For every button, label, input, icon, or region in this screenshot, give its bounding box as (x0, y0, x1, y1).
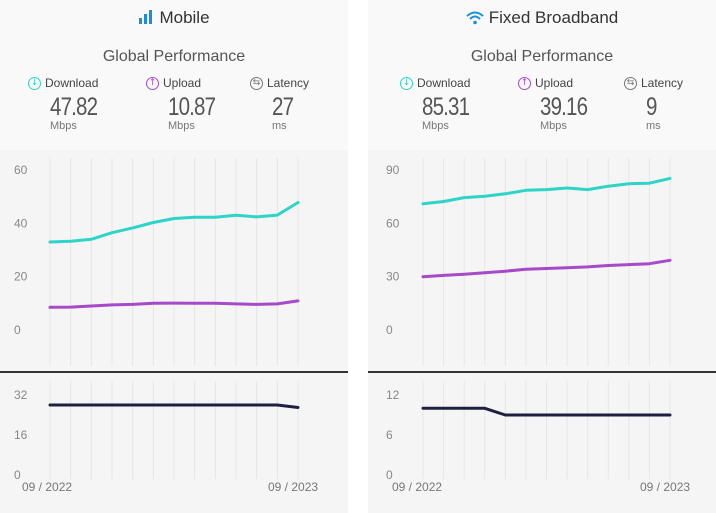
download-icon: ↓ (400, 76, 413, 90)
wifi-icon (466, 11, 484, 25)
download-icon: ↓ (28, 76, 41, 90)
y-tick-label: 40 (14, 216, 28, 230)
upload-icon: ↑ (518, 76, 531, 90)
download-value: 47.82 (50, 93, 98, 121)
upload-unit: Mbps (168, 120, 195, 132)
date-start-label: 09 / 2022 (392, 480, 443, 494)
fixed-title-text: Fixed Broadband (488, 8, 619, 27)
mobile-upload-metric: ↑ Upload 10.87 Mbps (146, 76, 256, 132)
latency-value: 9 (646, 93, 657, 121)
y-tick-label: 0 (14, 323, 21, 337)
download-value: 85.31 (422, 93, 470, 121)
y-tick-label: 12 (386, 388, 400, 402)
upload-value: 39.16 (540, 93, 588, 121)
upload-label: Upload (535, 76, 574, 90)
y-tick-label: 0 (386, 468, 393, 482)
upload-label: Upload (163, 76, 202, 90)
signal-bars-icon (139, 10, 153, 24)
series-line-latency (48, 403, 300, 409)
upload-unit: Mbps (540, 120, 567, 132)
series-line-download (421, 176, 672, 206)
y-tick-label: 90 (386, 163, 400, 177)
latency-icon: ⇆ (624, 76, 637, 90)
series-line-download (48, 201, 300, 244)
latency-label: Latency (267, 76, 310, 90)
y-tick-label: 30 (386, 270, 400, 284)
series-line-upload (421, 258, 672, 279)
fixed-latency-chart: 0 6 12 (386, 381, 672, 482)
fixed-subtitle: Global Performance (470, 48, 614, 65)
fixed-upload-metric: ↑ Upload 39.16 Mbps (518, 76, 628, 132)
mobile-latency-chart: 0 16 32 (14, 381, 300, 482)
chart-divider (368, 371, 716, 373)
y-tick-label: 60 (386, 216, 400, 230)
mobile-subtitle: Global Performance (102, 48, 246, 65)
download-unit: Mbps (422, 120, 449, 132)
date-end-label: 09 / 2023 (268, 480, 319, 494)
latency-label: Latency (641, 76, 684, 90)
date-end-label: 09 / 2023 (640, 480, 691, 494)
mobile-title-text: Mobile (159, 8, 210, 27)
fixed-header: Fixed Broadband Global Performance ↓ Down… (368, 0, 716, 150)
download-label: Download (417, 76, 471, 90)
latency-icon: ⇆ (250, 76, 263, 90)
y-tick-label: 16 (14, 428, 28, 442)
fixed-speed-chart: 0 30 60 90 (386, 158, 672, 366)
download-label: Download (45, 76, 99, 90)
upload-icon: ↑ (146, 76, 159, 90)
y-tick-label: 20 (14, 270, 28, 284)
fixed-download-metric: ↓ Download 85.31 Mbps (400, 76, 510, 132)
y-tick-label: 0 (14, 468, 21, 482)
y-tick-label: 6 (386, 428, 393, 442)
mobile-speed-chart: 0 20 40 60 (14, 158, 300, 366)
y-tick-label: 60 (14, 163, 28, 177)
latency-unit: ms (646, 120, 661, 132)
mobile-download-metric: ↓ Download 47.82 Mbps (28, 76, 138, 132)
mobile-latency-metric: ⇆ Latency 27 ms (250, 76, 360, 132)
latency-value: 27 (272, 93, 294, 121)
fixed-latency-metric: ⇆ Latency 9 ms (624, 76, 716, 132)
latency-unit: ms (272, 120, 287, 132)
date-start-label: 09 / 2022 (22, 480, 73, 494)
fixed-title: Fixed Broadband (368, 8, 716, 28)
mobile-header: Mobile Global Performance ↓ Download 47.8… (0, 0, 348, 150)
fixed-broadband-panel: Fixed Broadband Global Performance ↓ Down… (368, 0, 716, 513)
y-tick-label: 32 (14, 388, 28, 402)
mobile-title: Mobile (0, 8, 348, 28)
mobile-panel: Mobile Global Performance ↓ Download 47.8… (0, 0, 348, 513)
y-tick-label: 0 (386, 323, 393, 337)
download-unit: Mbps (50, 120, 77, 132)
upload-value: 10.87 (168, 93, 216, 121)
series-line-upload (48, 299, 300, 309)
series-line-latency (421, 406, 672, 417)
chart-divider (0, 371, 348, 373)
